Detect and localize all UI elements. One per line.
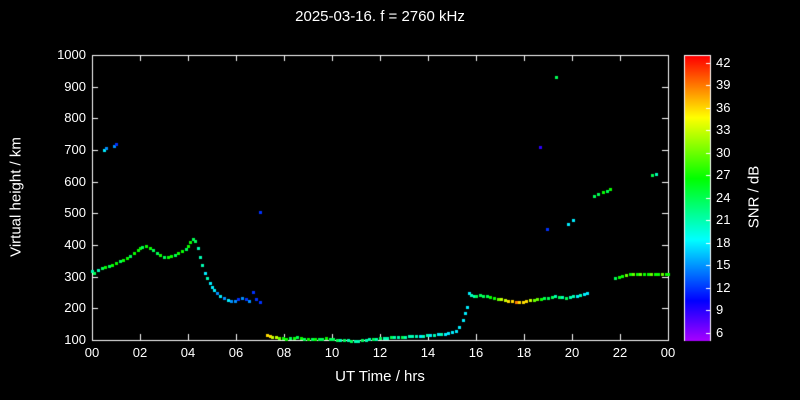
y-tick-label: 300 bbox=[64, 269, 86, 284]
x-tick-label: 18 bbox=[516, 345, 532, 360]
colorbar-tick-label: 21 bbox=[716, 212, 731, 227]
x-tick-label: 00 bbox=[84, 345, 100, 360]
x-tick-label: 04 bbox=[180, 345, 196, 360]
x-tick-label: 08 bbox=[276, 345, 292, 360]
colorbar-tick-label: 9 bbox=[716, 302, 724, 317]
chart-title: 2025-03-16. f = 2760 kHz bbox=[295, 8, 465, 25]
colorbar-tick-label: 27 bbox=[716, 167, 731, 182]
colorbar-tick-label: 30 bbox=[716, 145, 731, 160]
colorbar-tick-label: 33 bbox=[716, 122, 731, 137]
colorbar-tick-label: 12 bbox=[716, 280, 731, 295]
y-tick-label: 700 bbox=[64, 142, 86, 157]
x-tick-label: 16 bbox=[468, 345, 484, 360]
y-tick-label: 400 bbox=[64, 237, 86, 252]
x-tick-label: 02 bbox=[132, 345, 148, 360]
colorbar-tick-label: 18 bbox=[716, 235, 731, 250]
y-tick-label: 1000 bbox=[57, 47, 86, 62]
x-tick-label: 06 bbox=[228, 345, 244, 360]
colorbar-tick-label: 24 bbox=[716, 190, 731, 205]
colorbar-tick-label: 42 bbox=[716, 55, 731, 70]
x-tick-label: 12 bbox=[372, 345, 388, 360]
x-tick-label: 14 bbox=[420, 345, 436, 360]
x-tick-label: 00 bbox=[660, 345, 676, 360]
colorbar-label: SNR / dB bbox=[745, 165, 763, 229]
y-tick-label: 500 bbox=[64, 205, 86, 220]
x-tick-label: 10 bbox=[324, 345, 340, 360]
x-tick-label: 20 bbox=[564, 345, 580, 360]
x-tick-label: 22 bbox=[612, 345, 628, 360]
y-tick-label: 800 bbox=[64, 110, 86, 125]
colorbar-tick-label: 6 bbox=[716, 325, 724, 340]
y-tick-label: 900 bbox=[64, 79, 86, 94]
y-tick-label: 100 bbox=[64, 332, 86, 347]
y-tick-label: 600 bbox=[64, 174, 86, 189]
x-axis-label: UT Time / hrs bbox=[335, 368, 425, 385]
colorbar-tick-label: 39 bbox=[716, 77, 731, 92]
colorbar-tick-label: 15 bbox=[716, 257, 731, 272]
colorbar-tick-label: 36 bbox=[716, 100, 731, 115]
y-tick-label: 200 bbox=[64, 300, 86, 315]
y-axis-label: Virtual height / km bbox=[7, 137, 25, 257]
